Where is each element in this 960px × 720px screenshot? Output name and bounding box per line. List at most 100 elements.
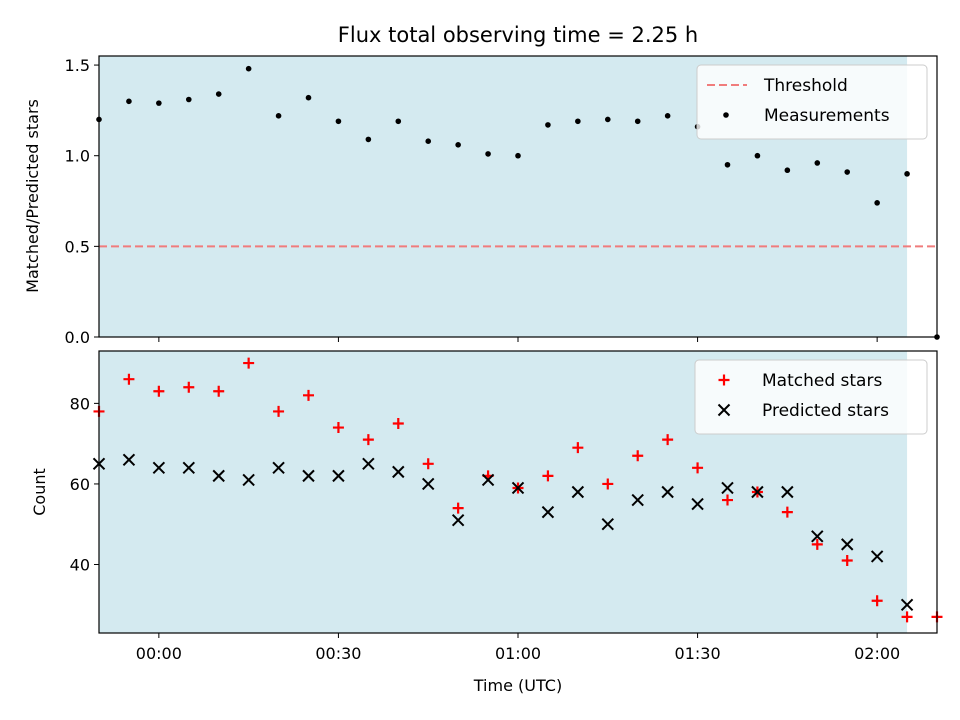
top-series-0-point — [365, 136, 372, 143]
bottom-y-tick-label: 60 — [70, 475, 90, 494]
top-y-tick-label: 1.0 — [65, 147, 90, 166]
bottom-series-1-point — [302, 469, 315, 483]
bottom-series-1-point — [781, 485, 794, 499]
top-series-0-point — [814, 160, 821, 166]
top-series-0-point — [305, 94, 312, 101]
bottom-series-0-point — [422, 458, 434, 470]
legend-label: Threshold — [763, 76, 848, 96]
top-series-0-point — [844, 169, 851, 175]
bottom-series-0-point — [392, 418, 404, 430]
bottom-series-0-point — [722, 494, 733, 506]
top-legend: Threshold Measurements — [696, 64, 928, 140]
top-series-0-point — [455, 142, 461, 148]
top-series-0-point — [215, 91, 222, 97]
bottom-series-0-point — [183, 381, 195, 393]
bottom-series-1-point — [272, 461, 285, 475]
bottom-series-0-point — [362, 434, 374, 446]
bottom-series-1-point — [122, 453, 136, 466]
bottom-series-1-point — [691, 497, 704, 511]
legend-dot-swatch — [723, 112, 729, 118]
top-series-0-point — [545, 122, 551, 128]
top-series-0-point — [754, 152, 761, 159]
top-series-0-point — [664, 113, 671, 119]
x-tick-label: 02:00 — [854, 644, 900, 663]
bottom-series-1-point — [571, 485, 585, 499]
chart-title: Flux total observing time = 2.25 h — [338, 23, 698, 47]
top-series-0-point — [904, 171, 910, 177]
bottom-series-0-point — [303, 389, 314, 401]
top-series-0-point — [634, 118, 641, 125]
top-series-0-point — [126, 98, 132, 105]
bottom-series-1-point — [900, 598, 914, 612]
bottom-series-0-point — [692, 462, 704, 474]
bottom-legend: Matched stars Predicted stars — [694, 359, 928, 435]
bottom-series-1-point — [362, 457, 375, 471]
bottom-y-tick-label: 40 — [70, 556, 90, 575]
top-series-0-point — [395, 118, 402, 125]
bottom-series-0-point — [572, 442, 584, 454]
x-tick-label: 00:30 — [315, 644, 361, 663]
bottom-series-0-point — [841, 554, 853, 566]
x-tick-label: 00:00 — [136, 644, 182, 663]
legend-label: Predicted stars — [762, 401, 889, 421]
bottom-series-0-point — [602, 478, 614, 490]
legend-label: Measurements — [764, 106, 890, 126]
bottom-series-0-point — [243, 357, 255, 369]
x-tick-label: 01:00 — [495, 644, 541, 663]
bottom-series-0-point — [662, 434, 674, 446]
bottom-series-0-point — [871, 595, 883, 607]
top-series-0-point — [245, 65, 252, 72]
bottom-series-1-point — [511, 481, 525, 495]
bottom-series-1-point — [870, 550, 884, 563]
top-series-0-point — [425, 138, 432, 145]
top-y-axis-label: Matched/Predicted stars — [23, 99, 42, 293]
x-tick-label: 01:30 — [675, 644, 721, 663]
bottom-series-0-point — [811, 538, 823, 550]
bottom-series-1-point — [422, 477, 435, 491]
top-legend-box — [696, 64, 928, 140]
bottom-series-1-point — [152, 461, 166, 475]
top-series-0-point — [515, 152, 521, 159]
bottom-y-axis-label: Count — [30, 468, 49, 516]
top-series-0-point — [485, 151, 491, 157]
bottom-series-1-point — [661, 485, 674, 499]
x-axis-label: Time (UTC) — [473, 676, 562, 695]
legend-x-swatch — [717, 403, 731, 417]
top-series-0-point — [185, 96, 192, 103]
top-series-0-point — [156, 100, 162, 106]
bottom-series-1-point — [721, 481, 734, 495]
bottom-series-0-point — [123, 373, 135, 385]
bottom-series-0-point — [213, 385, 225, 397]
bottom-series-1-point — [631, 493, 644, 507]
bottom-series-0-point — [781, 506, 793, 518]
top-panel: 0.0 0.5 1.0 1.5 Threshold Measurements — [65, 55, 940, 347]
top-y-tick-label: 0.5 — [65, 237, 90, 256]
bottom-series-1-point — [182, 461, 195, 475]
bottom-series-1-point — [751, 485, 764, 499]
bottom-series-1-point — [332, 469, 345, 483]
top-series-0-point — [784, 167, 791, 174]
bottom-series-1-point — [601, 518, 614, 531]
legend-label: Matched stars — [762, 371, 882, 391]
top-y-tick-label: 0.0 — [65, 328, 90, 347]
bottom-series-1-point — [841, 538, 854, 551]
bottom-series-1-point — [541, 505, 555, 519]
bottom-series-1-point — [212, 469, 225, 483]
bottom-series-0-point — [901, 611, 913, 623]
bottom-series-1-point — [242, 473, 255, 487]
top-series-0-point — [874, 200, 880, 206]
top-y-tick-label: 1.5 — [65, 56, 90, 75]
bottom-series-0-point — [332, 422, 344, 434]
bottom-series-1-point — [451, 513, 465, 527]
top-series-0-point — [275, 113, 282, 119]
top-series-0-point — [335, 118, 342, 125]
bottom-panel: 40 60 80 00:00 00:30 01:00 01:30 02:00 Matched s… — [70, 350, 943, 663]
bottom-series-0-point — [153, 385, 165, 397]
bottom-legend-box — [694, 359, 928, 435]
bottom-series-0-point — [273, 405, 285, 417]
bottom-series-1-point — [811, 530, 824, 543]
top-series-0-point — [724, 161, 731, 168]
bottom-series-0-point — [632, 450, 644, 462]
bottom-y-tick-label: 80 — [70, 394, 90, 413]
